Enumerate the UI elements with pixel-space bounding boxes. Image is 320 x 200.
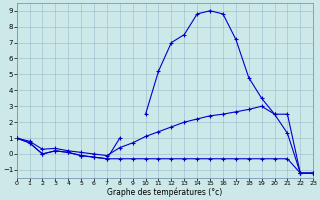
X-axis label: Graphe des températures (°c): Graphe des températures (°c) xyxy=(107,188,222,197)
